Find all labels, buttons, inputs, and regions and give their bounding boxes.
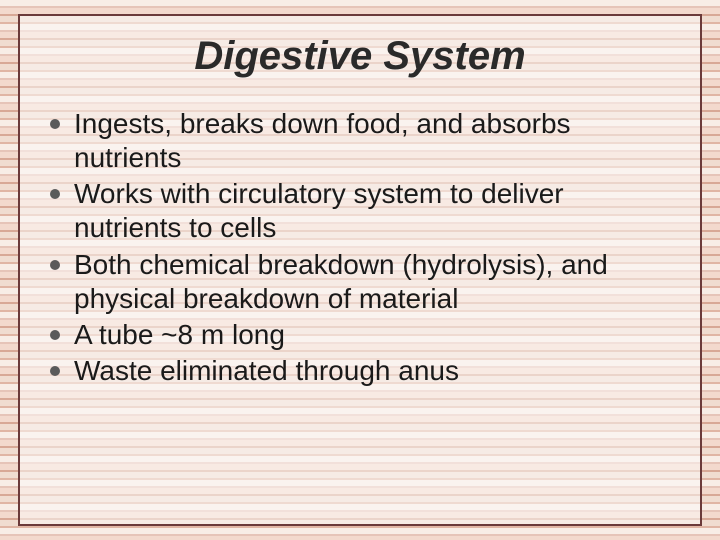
bullet-icon <box>50 260 60 270</box>
bullet-text: Both chemical breakdown (hydrolysis), an… <box>74 249 608 314</box>
bullet-icon <box>50 119 60 129</box>
bullet-list: Ingests, breaks down food, and absorbs n… <box>44 107 676 388</box>
list-item: Ingests, breaks down food, and absorbs n… <box>48 107 676 175</box>
list-item: A tube ~8 m long <box>48 318 676 352</box>
bullet-text: Waste eliminated through anus <box>74 355 459 386</box>
content-frame: Digestive System Ingests, breaks down fo… <box>18 14 702 526</box>
bullet-text: Works with circulatory system to deliver… <box>74 178 564 243</box>
list-item: Works with circulatory system to deliver… <box>48 177 676 245</box>
list-item: Both chemical breakdown (hydrolysis), an… <box>48 248 676 316</box>
bullet-text: Ingests, breaks down food, and absorbs n… <box>74 108 571 173</box>
bullet-icon <box>50 330 60 340</box>
bullet-icon <box>50 366 60 376</box>
slide: Digestive System Ingests, breaks down fo… <box>0 0 720 540</box>
bullet-icon <box>50 189 60 199</box>
list-item: Waste eliminated through anus <box>48 354 676 388</box>
bullet-text: A tube ~8 m long <box>74 319 285 350</box>
slide-title: Digestive System <box>44 34 676 79</box>
